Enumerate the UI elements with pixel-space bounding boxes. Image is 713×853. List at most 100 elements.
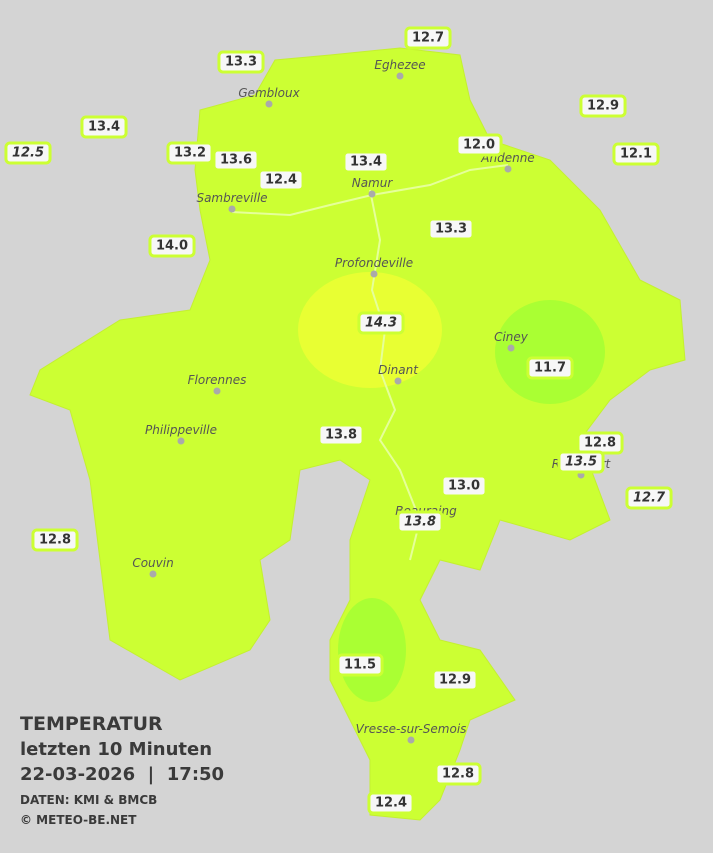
station: 12.7 (625, 486, 673, 510)
station: 12.9 (431, 668, 479, 692)
station-box (579, 94, 627, 118)
stations: 13.3 12.7 13.4 12.9 12.5 13.2 13.6 13.4 12.0 12.1… (4, 26, 673, 815)
legend-copyright: © METEO-BE.NET (20, 813, 137, 827)
town-label: Philippeville (145, 423, 217, 437)
station: 13.4 (80, 115, 128, 139)
town-dot (228, 205, 236, 213)
town-dot (368, 190, 376, 198)
station: 13.0 (440, 474, 488, 498)
station-value: 12.8 (39, 533, 71, 548)
station: 12.8 (576, 431, 624, 455)
station-box (257, 168, 305, 192)
town-dot (396, 72, 404, 80)
town-label: Sambreville (196, 191, 267, 205)
station: 12.4 (257, 168, 305, 192)
station-box (431, 668, 479, 692)
town-label: Vresse-sur-Semois (356, 722, 467, 736)
station: 12.9 (579, 94, 627, 118)
station-box (80, 115, 128, 139)
station: 13.4 (342, 150, 390, 174)
station-box (31, 528, 79, 552)
station: 13.8 (317, 423, 365, 447)
town-dot (265, 100, 273, 108)
station-box (455, 133, 503, 157)
river (369, 189, 422, 561)
station-value: 12.7 (412, 31, 444, 46)
station-value: 13.3 (225, 55, 257, 70)
station: 13.2 (166, 141, 214, 165)
station-value: 12.1 (620, 147, 652, 162)
station-box (166, 141, 214, 165)
station-value: 13.8 (404, 515, 436, 530)
station-value: 12.7 (633, 491, 666, 506)
town-label: Couvin (132, 556, 173, 570)
station: 14.3 (357, 311, 405, 335)
station-value: 13.2 (174, 146, 206, 161)
station-value: 11.7 (534, 361, 566, 376)
town-dot (407, 736, 415, 744)
station-value: 12.4 (375, 796, 407, 811)
station: 12.1 (612, 142, 660, 166)
station: 12.5 (4, 141, 52, 165)
station-value: 13.4 (350, 155, 382, 170)
town-label: Profondeville (335, 256, 413, 270)
cool-zone (338, 598, 406, 702)
station: 12.4 (367, 791, 415, 815)
town-dot (177, 437, 185, 445)
station-box (357, 311, 405, 335)
town-dot (504, 165, 512, 173)
station-value: 13.0 (448, 479, 480, 494)
town-dot (507, 344, 515, 352)
station-box (404, 26, 452, 50)
legend-datetime: 22-03-2026 | 17:50 (20, 764, 224, 785)
station-value: 12.9 (439, 673, 471, 688)
station-value: 12.8 (442, 767, 474, 782)
station-box (342, 150, 390, 174)
station-box (557, 450, 605, 474)
legend-source: DATEN: KMI & BMCB (20, 793, 157, 807)
station-value: 13.3 (435, 222, 467, 237)
town-label: Florennes (188, 373, 247, 387)
station-value: 12.8 (584, 436, 616, 451)
station-box (434, 762, 482, 786)
station-box (148, 234, 196, 258)
town-label: Ciney (494, 330, 529, 344)
station-value: 13.6 (220, 153, 252, 168)
station-value: 12.4 (265, 173, 297, 188)
station: 11.5 (336, 653, 384, 677)
station: 13.6 (212, 148, 260, 172)
station-value: 13.8 (325, 428, 357, 443)
station-box (336, 653, 384, 677)
station-value: 13.5 (565, 455, 597, 470)
station-box (367, 791, 415, 815)
station: 12.0 (455, 133, 503, 157)
town-label: Eghezee (374, 58, 425, 72)
station-box (212, 148, 260, 172)
station-box (625, 486, 673, 510)
station-value: 13.4 (88, 120, 120, 135)
town-label: Gembloux (238, 86, 300, 100)
cool-zone (495, 300, 605, 404)
station: 14.0 (148, 234, 196, 258)
station-value: 12.5 (12, 146, 44, 161)
town-label: Namur (352, 176, 394, 190)
station-box (427, 217, 475, 241)
town-dot (370, 270, 378, 278)
legend-title: TEMPERATUR (20, 713, 163, 735)
station: 13.3 (427, 217, 475, 241)
station: 12.8 (31, 528, 79, 552)
station-box (440, 474, 488, 498)
station: 13.8 (396, 510, 444, 534)
town-label: Dinant (378, 363, 419, 377)
station: 11.7 (526, 356, 574, 380)
town-dot (149, 570, 157, 578)
legend-period: letzten 10 Minuten (20, 739, 212, 760)
station-value: 14.0 (156, 239, 188, 254)
station-box (217, 50, 265, 74)
station: 12.7 (404, 26, 452, 50)
station: 12.8 (434, 762, 482, 786)
station-box (612, 142, 660, 166)
